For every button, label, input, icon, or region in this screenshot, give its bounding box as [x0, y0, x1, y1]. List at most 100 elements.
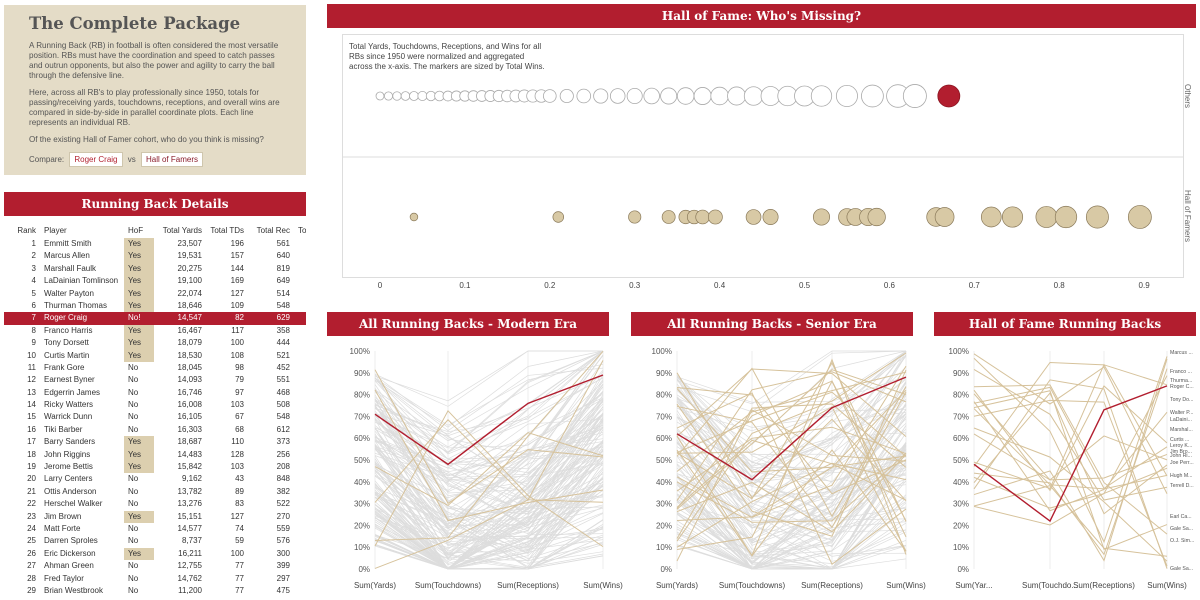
player-line — [374, 397, 604, 491]
cell-rec: 848 — [276, 474, 290, 484]
table-row[interactable]: 19 Jerome Bettis Yes 15,842 103 208 — [4, 461, 306, 474]
table-row[interactable]: 17 Barry Sanders Yes 18,687 110 373 — [4, 436, 306, 449]
x-tick-label: 0 — [377, 281, 383, 290]
y-tick-label: 10% — [354, 543, 370, 552]
table-row[interactable]: 2 Marcus Allen Yes 19,531 157 640 — [4, 250, 306, 263]
table-row[interactable]: 4 LaDainian Tomlinson Yes 19,100 169 649 — [4, 275, 306, 288]
table-row[interactable]: 28 Fred Taylor No 14,762 77 297 — [4, 573, 306, 585]
cell-hof: Yes — [124, 448, 154, 462]
col-hof[interactable]: HoF — [128, 226, 144, 235]
cell-rank: 3 — [31, 263, 36, 273]
table-row[interactable]: 24 Matt Forte No 14,577 74 559 — [4, 523, 306, 535]
cell-player: Eric Dickerson — [44, 548, 96, 558]
cell-tds: 128 — [230, 449, 244, 459]
table-row[interactable]: 25 Darren Sproles No 8,737 59 576 — [4, 535, 306, 547]
cell-rec: 475 — [276, 585, 290, 595]
cell-rank: 12 — [27, 375, 36, 385]
cell-player: Tony Dorsett — [44, 338, 89, 348]
y-tick-label: 100% — [652, 347, 672, 356]
table-row[interactable]: 5 Walter Payton Yes 22,074 127 514 — [4, 287, 306, 300]
hof-player-line — [973, 467, 1168, 526]
player-line — [676, 498, 907, 570]
cell-yards: 13,782 — [177, 486, 202, 496]
hof-player-line — [676, 452, 907, 523]
table-row[interactable]: 16 Tiki Barber No 16,303 68 612 — [4, 424, 306, 436]
table-row[interactable]: 7 Roger Craig No! 14,547 82 629 — [4, 312, 306, 325]
cell-yards: 14,093 — [177, 375, 202, 385]
table-row[interactable]: 14 Ricky Watters No 16,008 103 508 — [4, 399, 306, 411]
table-row[interactable]: 10 Curtis Martin Yes 18,530 108 521 — [4, 349, 306, 362]
col-yards[interactable]: Total Yards — [162, 226, 202, 235]
table-body: 1 Emmitt Smith Yes 23,507 196 561 2 Marcus Alle… — [4, 238, 306, 597]
table-row[interactable]: 23 Jim Brown Yes 15,151 127 270 — [4, 510, 306, 523]
cell-hof: Yes — [124, 275, 154, 288]
hof-player-line — [374, 350, 604, 542]
player-line — [676, 396, 907, 522]
cell-hof: Yes — [124, 510, 154, 523]
player-line — [374, 350, 604, 448]
table-row[interactable]: 18 John Riggins Yes 14,483 128 256 — [4, 448, 306, 462]
table-row[interactable]: 15 Warrick Dunn No 16,105 67 548 — [4, 411, 306, 423]
cell-tds: 89 — [235, 486, 244, 496]
cell-rank: 8 — [31, 325, 36, 335]
y-tick-label: 60% — [953, 434, 969, 443]
table-row[interactable]: 26 Eric Dickerson Yes 16,211 100 300 — [4, 547, 306, 561]
cell-hof: Yes — [124, 461, 154, 474]
cell-hof: Yes — [124, 299, 154, 313]
player-line — [374, 441, 604, 560]
table-row[interactable]: 1 Emmitt Smith Yes 23,507 196 561 — [4, 238, 306, 251]
cell-player: LaDainian Tomlinson — [44, 276, 119, 286]
cell-rank: 2 — [31, 251, 36, 261]
cell-tds: 169 — [230, 276, 244, 286]
col-truncated[interactable]: To — [298, 226, 306, 235]
table-row[interactable]: 3 Marshall Faulk Yes 20,275 144 819 — [4, 262, 306, 276]
table-row[interactable]: 6 Thurman Thomas Yes 18,646 109 548 — [4, 299, 306, 313]
cell-rank: 14 — [27, 400, 36, 410]
table-row[interactable]: 13 Edgerrin James No 16,746 97 468 — [4, 387, 306, 399]
cell-tds: 43 — [235, 474, 244, 484]
cell-rec: 559 — [276, 523, 290, 533]
cell-rank: 6 — [31, 300, 36, 310]
cell-rec: 270 — [276, 511, 290, 521]
table-row[interactable]: 8 Franco Harris Yes 16,467 117 358 — [4, 324, 306, 338]
table-row[interactable]: 9 Tony Dorsett Yes 18,079 100 444 — [4, 337, 306, 350]
cell-yards: 16,105 — [177, 412, 202, 422]
player-line — [676, 442, 907, 570]
cell-rec: 522 — [276, 499, 290, 509]
col-rank[interactable]: Rank — [17, 226, 36, 235]
table-row[interactable]: 12 Earnest Byner No 14,093 79 551 — [4, 374, 306, 386]
hof-name-label: Gale Sa... — [1170, 566, 1193, 572]
cell-player: Fred Taylor — [44, 573, 84, 583]
table-row[interactable]: 20 Larry Centers No 9,162 43 848 — [4, 473, 306, 485]
cell-yards: 15,151 — [177, 511, 202, 521]
table-row[interactable]: 27 Ahman Green No 12,755 77 399 — [4, 560, 306, 572]
cell-tds: 77 — [235, 573, 244, 583]
cell-rec: 208 — [276, 462, 290, 472]
player-line — [374, 462, 604, 554]
col-player[interactable]: Player — [44, 226, 67, 235]
table-row[interactable]: 29 Brian Westbrook No 11,200 77 475 — [4, 585, 306, 597]
player-line — [676, 444, 907, 570]
col-tds[interactable]: Total TDs — [210, 226, 244, 235]
compare-player-select[interactable]: Roger Craig — [69, 152, 123, 167]
compare-group-select[interactable]: Hall of Famers — [140, 152, 203, 167]
table-row[interactable]: 21 Ottis Anderson No 13,782 89 382 — [4, 486, 306, 498]
player-line — [374, 394, 604, 559]
cell-tds: 144 — [230, 263, 244, 273]
cell-yards: 22,074 — [177, 288, 202, 298]
hof-name-label: Roger C... — [1170, 384, 1194, 390]
cell-tds: 82 — [235, 313, 244, 323]
hof-player-line — [973, 393, 1168, 481]
player-line — [374, 441, 604, 532]
table-row[interactable]: 22 Herschel Walker No 13,276 83 522 — [4, 498, 306, 510]
cell-rec: 640 — [276, 251, 290, 261]
col-rec[interactable]: Total Rec — [256, 226, 290, 235]
x-axis-label: Sum(Yards) — [656, 581, 698, 590]
hof-player-line — [676, 454, 907, 533]
player-line — [374, 377, 604, 460]
cell-hof: Yes — [124, 349, 154, 362]
cell-tds: 127 — [230, 511, 244, 521]
table-row[interactable]: 11 Frank Gore No 18,045 98 452 — [4, 362, 306, 374]
y-tick-label: 50% — [656, 456, 672, 465]
player-line — [374, 355, 604, 473]
